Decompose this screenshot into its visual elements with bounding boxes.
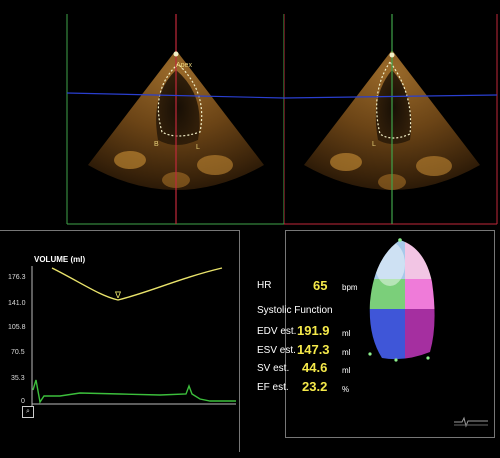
right-echo-view[interactable]: L: [284, 0, 500, 232]
left-echo-view[interactable]: Apex B L: [0, 0, 290, 232]
trough-marker[interactable]: ∇: [115, 290, 122, 300]
y-tick-105: 105.8: [8, 324, 26, 331]
marker-l-right: L: [372, 141, 376, 148]
volume-curve: [51, 267, 223, 301]
edv-unit: ml: [342, 329, 351, 338]
sv-unit: ml: [342, 366, 351, 375]
apex-label: Apex: [176, 62, 192, 69]
volume-plot-panel: VOLUME (ml) 176.3 141.0 105.8 70.5 35.3 …: [0, 230, 240, 453]
esv-unit: ml: [342, 348, 351, 357]
zoom-icon[interactable]: ⌕: [22, 406, 34, 418]
lv-contour: [376, 61, 412, 139]
y-tick-141: 141.0: [8, 300, 26, 307]
ef-label: EF est.: [257, 382, 289, 393]
esv-label: ESV est.: [257, 345, 296, 356]
lv-cavity: [375, 70, 412, 144]
metrics-panel: HR 65 bpm Systolic Function EDV est. 191…: [240, 230, 495, 438]
apex-marker-icon[interactable]: [389, 52, 395, 58]
volume-plot-title: VOLUME (ml): [34, 255, 86, 264]
ecg-trace: [32, 379, 236, 404]
y-tick-70: 70.5: [11, 349, 25, 356]
marker-l-left: L: [196, 144, 200, 151]
hr-unit: bpm: [342, 283, 358, 292]
ef-value: 23.2: [302, 379, 328, 394]
esv-value: 147.3: [297, 342, 330, 357]
edv-value: 191.9: [297, 323, 330, 338]
lv-cavity: [156, 70, 200, 145]
sv-value: 44.6: [302, 360, 328, 375]
y-tick-0: 0: [21, 398, 25, 405]
y-tick-35: 35.3: [11, 375, 25, 382]
lv-3d-model[interactable]: [360, 234, 450, 374]
apex-marker-icon[interactable]: [173, 51, 179, 57]
hr-value: 65: [313, 278, 328, 293]
systolic-function-title: Systolic Function: [257, 305, 333, 316]
sv-label: SV est.: [257, 363, 290, 374]
y-tick-176: 176.3: [8, 274, 26, 281]
ef-unit: %: [342, 385, 350, 394]
blue-axis: [284, 94, 498, 99]
hr-label: HR: [257, 280, 272, 291]
blue-axis: [66, 92, 285, 99]
marker-b: B: [154, 141, 159, 148]
ecg-thumbnail-icon[interactable]: [452, 412, 490, 430]
edv-label: EDV est.: [257, 326, 297, 337]
